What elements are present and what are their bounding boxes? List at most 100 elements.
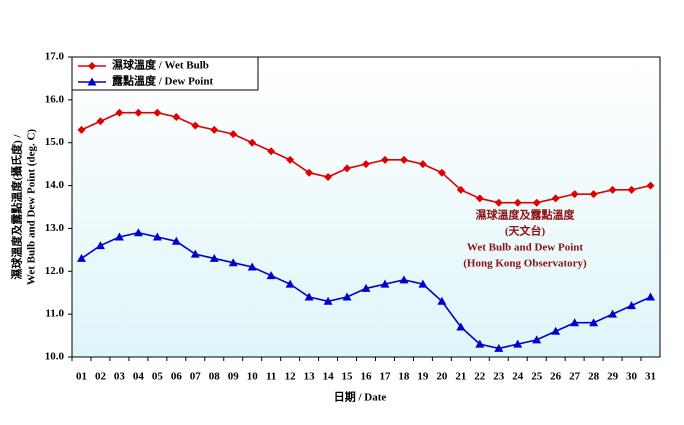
x-tick-label: 30 bbox=[626, 371, 638, 383]
y-tick-label: 10.0 bbox=[45, 351, 65, 363]
point bbox=[475, 339, 485, 348]
x-tick-label: 14 bbox=[323, 371, 335, 383]
x-tick-label: 26 bbox=[550, 371, 562, 383]
point bbox=[114, 232, 124, 241]
point bbox=[190, 249, 200, 258]
point bbox=[494, 198, 503, 207]
x-tick-label: 04 bbox=[133, 371, 145, 383]
x-tick-label: 18 bbox=[398, 371, 410, 383]
x-tick-label: 07 bbox=[190, 371, 202, 383]
x-tick-label: 27 bbox=[569, 371, 581, 383]
x-tick-label: 09 bbox=[228, 371, 240, 383]
point bbox=[191, 121, 200, 130]
point bbox=[77, 125, 86, 134]
point bbox=[248, 138, 257, 147]
x-tick-label: 11 bbox=[266, 371, 276, 383]
point bbox=[96, 117, 105, 126]
x-tick-label: 31 bbox=[645, 371, 656, 383]
x-tick-label: 12 bbox=[285, 371, 297, 383]
x-tick-label: 08 bbox=[209, 371, 221, 383]
point bbox=[551, 326, 561, 335]
x-tick-label: 06 bbox=[171, 371, 183, 383]
point bbox=[133, 228, 143, 237]
point bbox=[551, 194, 560, 203]
x-tick-label: 01 bbox=[76, 371, 87, 383]
point bbox=[304, 292, 314, 301]
point bbox=[494, 343, 504, 352]
y-tick-label: 17.0 bbox=[45, 51, 65, 63]
point bbox=[209, 253, 219, 262]
point bbox=[608, 309, 618, 318]
point bbox=[88, 62, 96, 70]
point bbox=[399, 155, 408, 164]
point bbox=[305, 168, 314, 177]
point bbox=[475, 194, 484, 203]
point bbox=[380, 279, 390, 288]
point bbox=[532, 198, 541, 207]
point bbox=[362, 160, 370, 169]
y-tick-label: 13.0 bbox=[45, 222, 65, 234]
point bbox=[418, 160, 427, 169]
x-tick-label: 19 bbox=[417, 371, 429, 383]
x-tick-label: 05 bbox=[152, 371, 164, 383]
plot-area bbox=[71, 56, 661, 358]
x-tick-label: 22 bbox=[474, 371, 486, 383]
point bbox=[380, 155, 389, 164]
x-tick-label: 24 bbox=[512, 371, 524, 383]
point bbox=[115, 108, 124, 117]
point bbox=[589, 190, 598, 199]
point bbox=[323, 296, 333, 305]
x-tick-label: 03 bbox=[114, 371, 126, 383]
y-tick-label: 16.0 bbox=[45, 93, 65, 105]
point bbox=[76, 253, 86, 262]
point bbox=[456, 322, 466, 331]
point bbox=[172, 113, 181, 121]
x-tick-label: 13 bbox=[304, 371, 316, 383]
point bbox=[134, 108, 143, 117]
point bbox=[513, 198, 522, 207]
x-tick-label: 20 bbox=[436, 371, 448, 383]
point bbox=[171, 236, 181, 245]
y-tick-label: 14.0 bbox=[45, 179, 65, 191]
point bbox=[266, 271, 276, 280]
point bbox=[399, 275, 409, 284]
point bbox=[570, 190, 579, 199]
point bbox=[342, 292, 352, 301]
x-tick-label: 02 bbox=[95, 371, 107, 383]
point bbox=[532, 335, 542, 344]
point bbox=[589, 318, 599, 327]
x-tick-label: 10 bbox=[247, 371, 259, 383]
point bbox=[627, 185, 636, 194]
y-axis-title-line: Wet Bulb and Dew Point (deg. C) bbox=[26, 129, 38, 285]
point bbox=[267, 147, 276, 156]
point bbox=[247, 262, 257, 271]
x-tick-label: 23 bbox=[493, 371, 505, 383]
point bbox=[286, 155, 295, 164]
y-axis-title-line: 濕球溫度及露點溫度(攝氏度) / bbox=[10, 133, 24, 279]
x-tick-label: 17 bbox=[379, 371, 391, 383]
annotation: Wet Bulb and Dew Point bbox=[467, 242, 583, 254]
point bbox=[570, 318, 580, 327]
point bbox=[343, 164, 352, 173]
y-axis-title: 濕球溫度及露點溫度(攝氏度) / Wet Bulb and Dew Point … bbox=[10, 129, 38, 285]
legend-box bbox=[71, 56, 259, 91]
point bbox=[646, 292, 656, 301]
x-tick-label: 28 bbox=[588, 371, 600, 383]
x-tick-label: 21 bbox=[455, 371, 466, 383]
x-tick-label: 25 bbox=[531, 371, 543, 383]
annotation: (Hong Kong Observatory) bbox=[463, 258, 587, 270]
point bbox=[87, 77, 97, 86]
legend-label: 濕球溫度 / Wet Bulb bbox=[112, 58, 209, 72]
point bbox=[152, 232, 162, 241]
x-tick-label: 29 bbox=[607, 371, 619, 383]
point bbox=[228, 258, 238, 267]
point bbox=[95, 241, 105, 250]
x-axis-title: 日期 / Date bbox=[334, 390, 387, 404]
point bbox=[437, 296, 447, 305]
point bbox=[418, 279, 428, 288]
x-tick-label: 15 bbox=[342, 371, 354, 383]
y-tick-label: 11.0 bbox=[45, 308, 64, 320]
annotation: (天文台) bbox=[505, 224, 546, 238]
point bbox=[210, 125, 219, 134]
